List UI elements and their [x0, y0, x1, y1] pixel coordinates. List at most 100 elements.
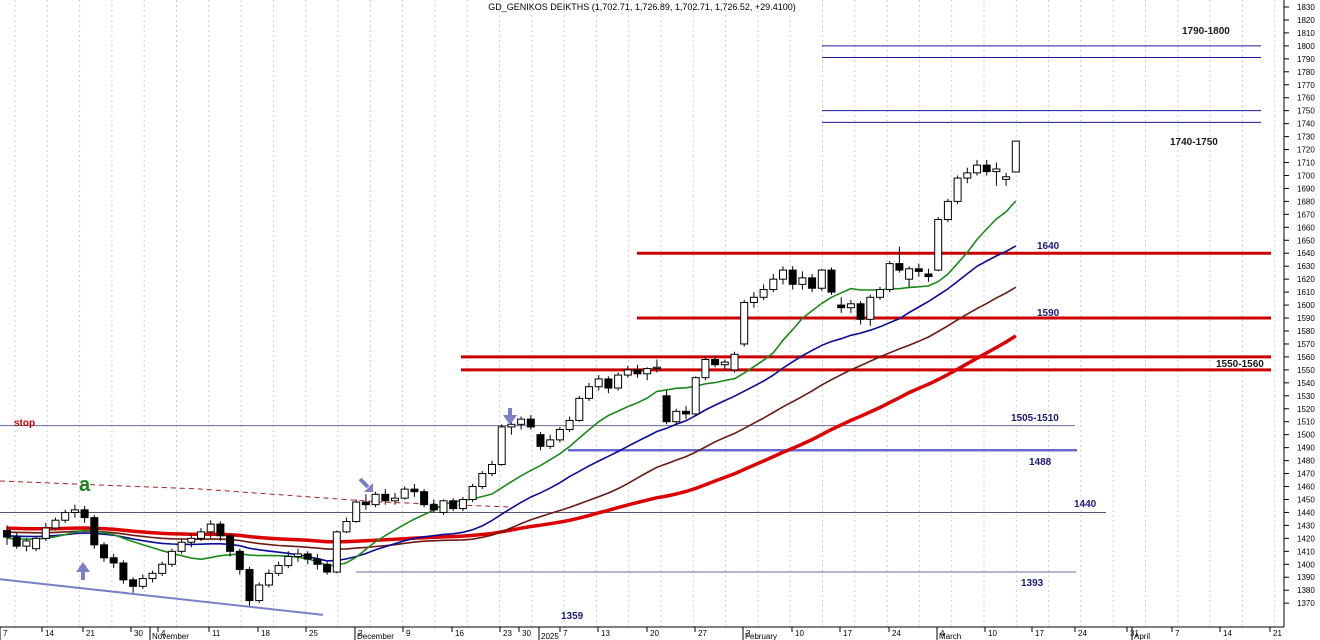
candle — [12, 533, 21, 549]
candle — [109, 553, 118, 569]
x-month-label: April — [1134, 632, 1150, 640]
x-tick-label: 18 — [261, 629, 270, 638]
x-month-label: March — [939, 632, 961, 640]
candle-body-up — [643, 368, 652, 375]
x-tick-label: 17 — [843, 629, 852, 638]
y-tick-label: 1380 — [1297, 586, 1315, 595]
candle-body-up — [575, 397, 584, 421]
candle-body-down — [827, 269, 836, 293]
candle-body-down — [536, 434, 545, 447]
x-month-label: 2025 — [541, 632, 559, 640]
x-tick-label: 7 — [563, 629, 568, 638]
wave-label-a: a — [79, 474, 91, 496]
candle — [643, 367, 652, 381]
candle — [817, 268, 826, 291]
x-tick-label: 30 — [522, 629, 531, 638]
candle — [274, 561, 283, 576]
candle — [294, 548, 302, 562]
candle — [458, 496, 467, 512]
candle-body-up — [497, 426, 506, 465]
candle-body-down — [808, 277, 817, 289]
candle-body-up — [866, 296, 875, 320]
y-tick-label: 1820 — [1297, 16, 1315, 25]
candle-body-up — [846, 303, 855, 309]
candle-body-down — [662, 395, 671, 423]
candle-body-up — [51, 519, 60, 529]
candle — [536, 432, 545, 451]
candle — [876, 286, 884, 300]
x-tick-label: 24 — [892, 629, 901, 638]
candle — [129, 577, 138, 593]
candle-body-up — [22, 540, 31, 547]
candle — [468, 483, 477, 503]
candle-body-up — [274, 565, 283, 574]
candle — [187, 533, 196, 548]
candle — [158, 561, 167, 576]
candle — [245, 566, 254, 606]
candle — [585, 382, 593, 401]
y-tick-label: 1450 — [1297, 495, 1315, 504]
candle-body-up — [817, 269, 826, 289]
candle — [779, 266, 787, 285]
candle-body-up — [585, 386, 593, 399]
chart-title: GD_GENIKOS DEIKTHS (1,702.71, 1,726.89, … — [488, 2, 795, 12]
x-tick-label: 31 — [1130, 629, 1139, 638]
candle-body-up — [342, 521, 351, 533]
candle — [371, 491, 380, 508]
candle-body-up — [943, 200, 952, 221]
candle — [323, 561, 332, 575]
candle-body-up — [148, 572, 157, 580]
candle — [206, 520, 215, 539]
candle-body-up — [488, 463, 496, 475]
candle — [623, 365, 632, 378]
candle — [400, 486, 409, 500]
candle — [895, 246, 904, 273]
candle — [633, 364, 642, 378]
y-tick-label: 1600 — [1297, 301, 1315, 310]
candle — [808, 273, 817, 293]
candle-body-up — [371, 493, 380, 506]
y-tick-label: 1700 — [1297, 171, 1315, 180]
x-tick-label: 3 — [746, 629, 751, 638]
candle-body-up — [934, 219, 943, 271]
x-tick-label: 13 — [601, 629, 610, 638]
x-tick-label: 21 — [1273, 629, 1282, 638]
candle — [284, 551, 293, 569]
candle-body-down — [711, 359, 720, 366]
candle-body-up — [720, 361, 729, 366]
y-axis: 1370 1380 1390 1400 1410 1420 1430 1440 1450 1460… — [1283, 0, 1315, 627]
label-1359: 1359 — [561, 611, 584, 622]
candle-body-up — [992, 168, 1001, 173]
candle — [856, 301, 865, 325]
y-tick-label: 1460 — [1297, 483, 1315, 492]
candle — [565, 416, 574, 433]
annotations: 1790-1800 1740-1750 1640 1590 1550-1560 … — [14, 26, 1264, 622]
candle — [827, 267, 836, 295]
y-tick-label: 1400 — [1297, 560, 1315, 569]
candle — [866, 294, 875, 326]
candle — [1002, 172, 1011, 186]
candle — [420, 489, 429, 508]
candle — [526, 415, 535, 430]
horizontal-levels — [0, 45, 1271, 616]
candle-body-up — [779, 269, 787, 280]
candle-body-up — [759, 289, 768, 298]
candle — [488, 460, 496, 477]
candle — [32, 535, 41, 552]
candle — [100, 542, 108, 562]
candle-body-up — [332, 531, 341, 573]
y-tick-label: 1470 — [1297, 470, 1315, 479]
y-tick-label: 1730 — [1297, 133, 1315, 142]
candle — [604, 376, 613, 394]
candle — [439, 499, 448, 516]
candle — [788, 266, 797, 290]
candle-body-down — [914, 268, 923, 272]
y-tick-label: 1830 — [1297, 3, 1315, 12]
y-tick-label: 1680 — [1297, 197, 1315, 206]
candle-body-up — [177, 541, 186, 552]
candle-body-down — [100, 544, 108, 559]
y-tick-label: 1620 — [1297, 275, 1315, 284]
y-tick-label: 1780 — [1297, 68, 1315, 77]
label-1590: 1590 — [1037, 308, 1060, 319]
candle — [41, 522, 50, 541]
